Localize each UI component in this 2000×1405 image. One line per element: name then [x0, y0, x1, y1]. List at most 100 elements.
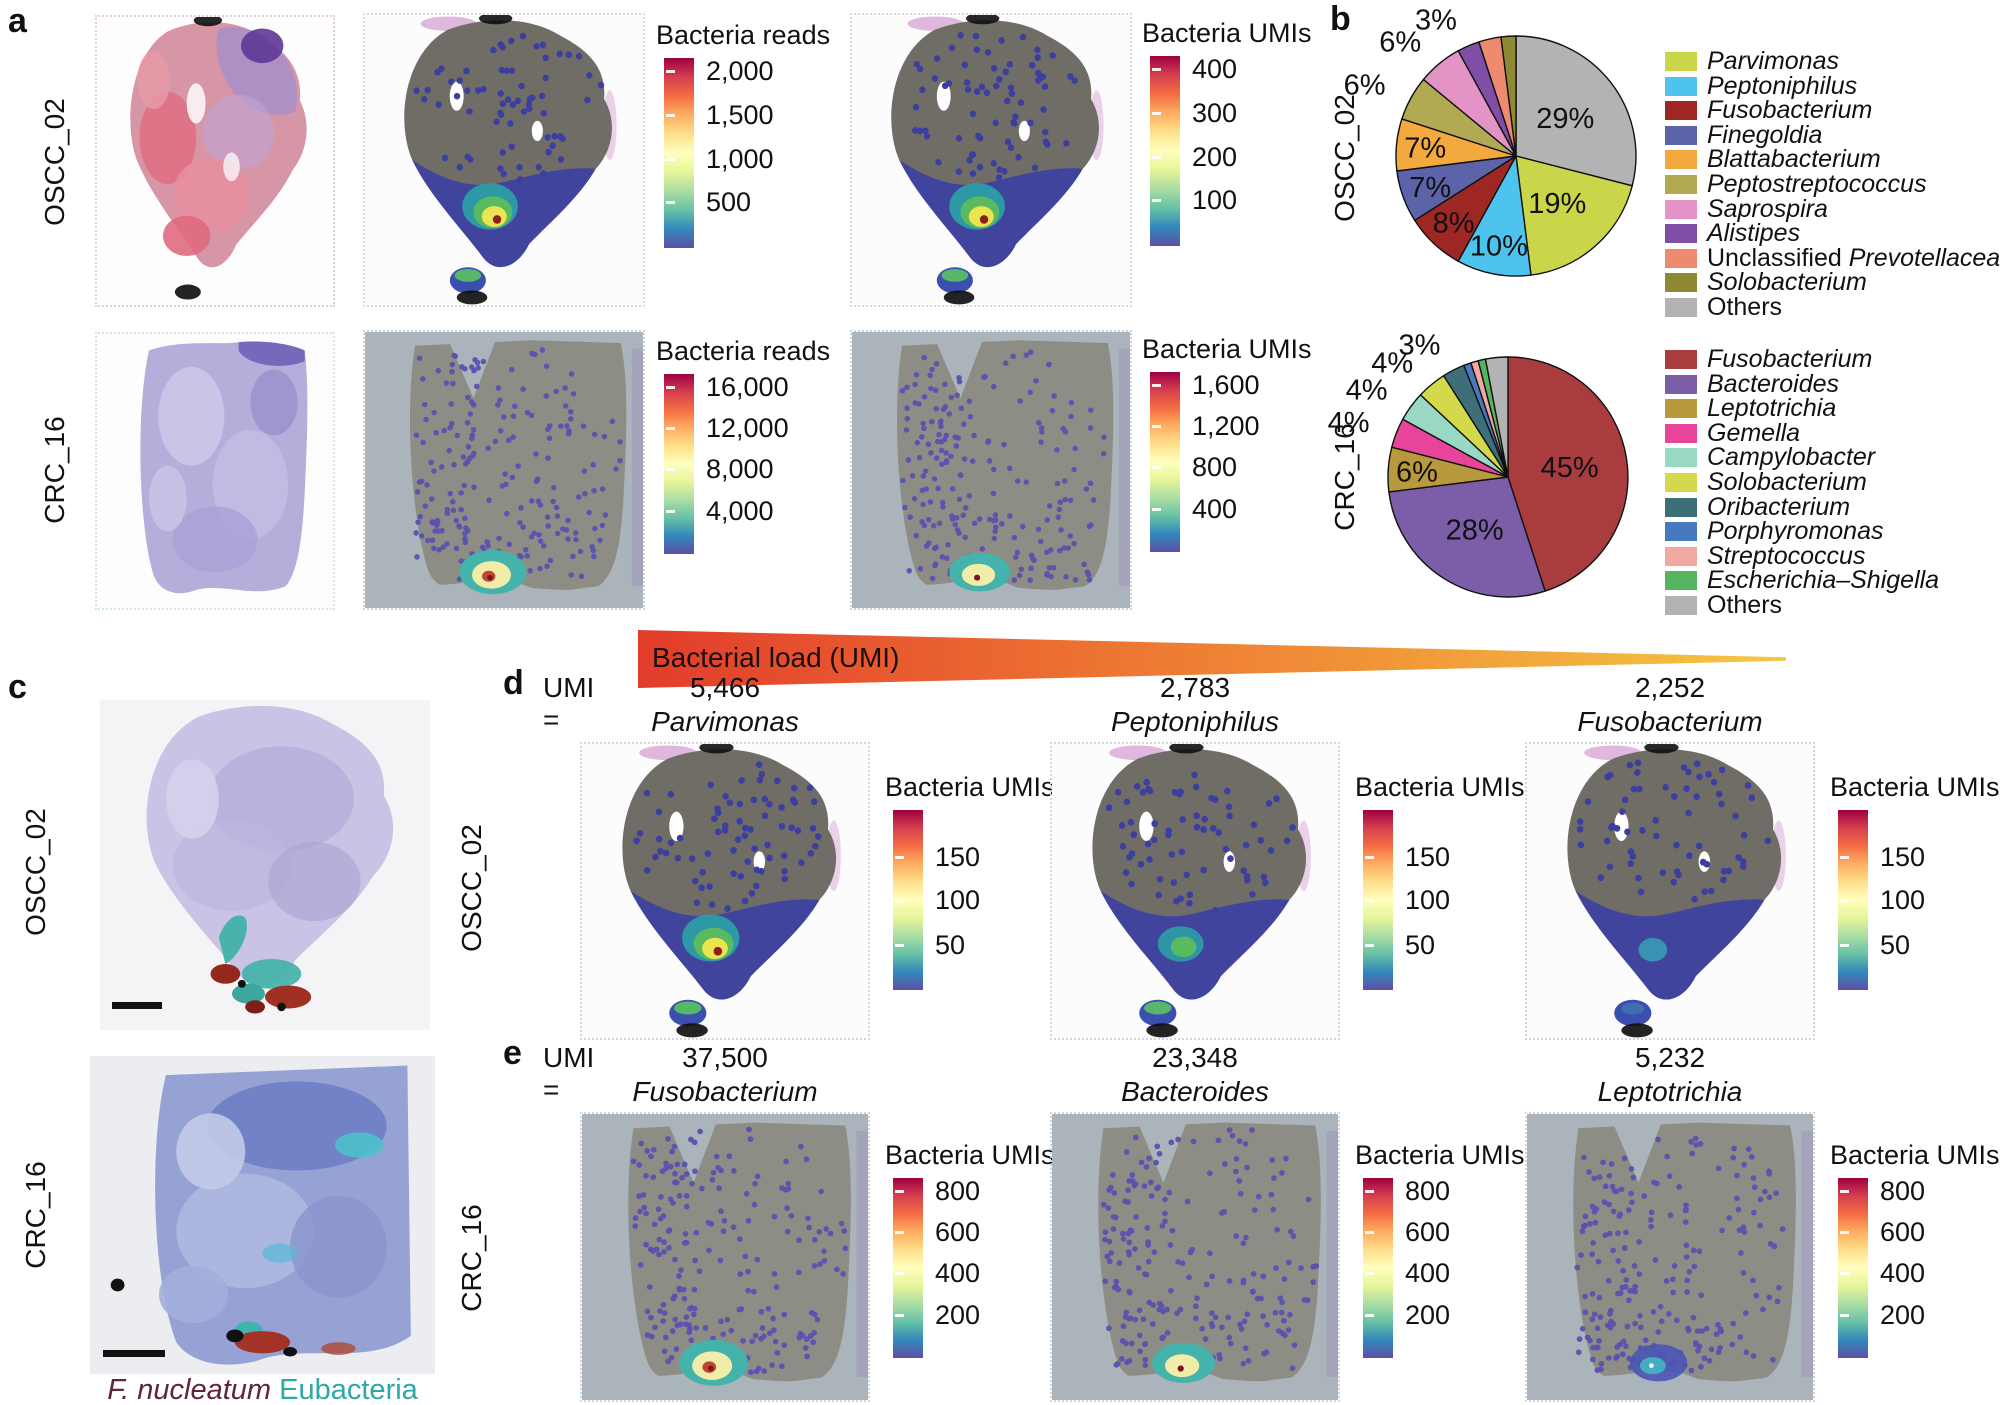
panel-d-umi-value-0: 5,466 [689, 672, 761, 703]
legend-oscc02-label-finegoldia: Finegoldia [1707, 120, 1823, 149]
panel-e-colorbar-2-bar [1838, 1178, 1868, 1358]
legend-crc16-swatch-oribacterium [1665, 497, 1697, 517]
panel-d-map-fusobacterium [1525, 742, 1815, 1040]
panel-d-colorbar-2-tickmark [1840, 855, 1849, 859]
legend-oscc02-swatch-blattabacterium [1665, 150, 1697, 170]
panel-d-taxon-1: Peptoniphilus [1110, 706, 1280, 737]
panel-e-colorbar-1-tickmark [1365, 1231, 1374, 1234]
panel-a-crc16-umis-colorbar-ticklabel: 400 [1192, 493, 1238, 524]
legend-crc16-label-porphyromonas: Porphyromonas [1707, 517, 1884, 546]
panel-c-caption-part-1: Eubacteria [271, 1374, 418, 1405]
panel-c-crc16-scalebar [103, 1350, 165, 1357]
panel-a-letter: a [8, 2, 27, 40]
legend-crc16-label-oribacterium: Oribacterium [1707, 492, 1851, 521]
legend-crc16-swatch-fusobacterium [1665, 350, 1697, 369]
panel-e-colorbar-0-tickmark [895, 1313, 904, 1317]
panel-a-crc16-reads-colorbar-bar [664, 374, 694, 554]
panel-d-map-peptoniphilus [1050, 742, 1340, 1040]
panel-e-colorbar-0-ticklabel: 400 [935, 1258, 981, 1289]
panel-d-letter: d [503, 664, 524, 702]
pie-crc16-svg: 45%28%6%4%4%4%3% [1328, 329, 1629, 598]
panel-e-colorbar-2-title: Bacteria UMIs [1830, 1140, 2000, 1170]
pie-slice-peptoniphilus [1457, 153, 1532, 277]
panel-e-taxon-2: Leptotrichia [1597, 1076, 1743, 1107]
pie-pct-label-gemella: 4% [1328, 407, 1370, 439]
panel-e-colorbar-0-title: Bacteria UMIs [885, 1140, 1055, 1170]
legend-oscc02-swatch-unclassified-prevotellaceae [1665, 248, 1697, 268]
pie-pct-label-oribacterium: 3% [1398, 329, 1440, 361]
panel-d-map-parvimonas-svg [582, 744, 868, 1038]
panel-a-crc16-reads-colorbar-tickmark [666, 385, 675, 389]
panel-b-letter: b [1330, 0, 1351, 38]
pie-crc16: 45% 28% 6% 4% 4% 4% 3% [1308, 277, 1708, 677]
pie-pct-label-solobacterium: 4% [1371, 347, 1413, 379]
legend-oscc02-label-solobacterium: Solobacterium [1707, 268, 1867, 297]
panel-e-letter: e [503, 1034, 522, 1072]
panel-a-crc16-umis-colorbar-title: Bacteria UMIs [1142, 334, 1312, 364]
panel-a-oscc02-reads-colorbar-tickmark [666, 114, 675, 117]
panel-e-colorbar-2-tickmark [1840, 1272, 1849, 1276]
panel-e-colorbar-2-ticklabel: 800 [1880, 1175, 1926, 1206]
panel-e-colorbar-2-tickmark [1840, 1313, 1849, 1317]
pie-pct-label-parvimonas: 19% [1528, 188, 1586, 220]
pie-slice-solobacterium [1500, 35, 1517, 157]
panel-a-crc16-reads-colorbar-tickmark [666, 509, 675, 513]
panel-e-taxon-1: Bacteroides [1121, 1076, 1269, 1107]
panel-a-row-label-crc16: CRC_16 [39, 416, 70, 524]
pie-pct-label-saprospira: 6% [1379, 26, 1421, 58]
panel-e-umi-value-0: 37,500 [682, 1042, 768, 1073]
panel-d-colorbar-1-ticklabel: 100 [1405, 885, 1451, 915]
panel-e-row-label-crc16: CRC_16 [456, 1204, 487, 1312]
legend-oscc02-swatch-parvimonas [1665, 52, 1697, 71]
panel-a-crc16-umis-colorbar-tickmark [1152, 466, 1161, 470]
panel-a-oscc02-umis-colorbar-ticklabel: 100 [1192, 185, 1238, 216]
panel-e-colorbar-2-tickmark [1840, 1231, 1849, 1234]
panel-d-colorbar-1-tickmark [1365, 944, 1374, 947]
panel-d-colorbar-2-tickmark [1840, 944, 1849, 947]
panel-d-umi-prefix: UMI = [543, 672, 595, 735]
panel-e-map-bacteroides [1050, 1112, 1340, 1402]
legend-oscc02-label-blattabacterium: Blattabacterium [1707, 145, 1881, 174]
panel-d-colorbar-2-ticklabel: 100 [1880, 885, 1926, 915]
panel-e-colorbar-0-ticklabel: 800 [935, 1175, 981, 1206]
legend-crc16-label-streptococcus: Streptococcus [1707, 541, 1866, 570]
pie-oscc02-svg: 29%19%10%8%7%7%6%6%3% [1344, 4, 1637, 277]
legend-crc16-swatch-solobacterium [1665, 473, 1697, 492]
legend-crc16-swatch-campylobacter [1665, 448, 1697, 468]
panel-a-oscc02-he-image-svg [97, 17, 333, 305]
panel-d-colorbar-0-tickmark [895, 899, 904, 902]
pie-pct-label-bacteroides: 28% [1446, 515, 1504, 547]
legend-crc16-label-others: Others [1707, 591, 1783, 619]
legend-oscc02-swatch-others [1665, 298, 1697, 317]
panel-e-colorbar-2-ticklabel: 200 [1880, 1299, 1926, 1330]
panel-d-colorbar-0-ticklabel: 100 [935, 885, 981, 915]
panel-a-row-label-oscc02: OSCC_02 [39, 98, 70, 226]
panel-d-colorbar-2-tickmark [1840, 899, 1849, 902]
panel-a-oscc02-umis-colorbar-title: Bacteria UMIs [1142, 18, 1312, 48]
panel-a-crc16-reads-map [363, 330, 645, 610]
panel-d-colorbar-0-tickmark [895, 855, 904, 859]
pie-pct-label-fusobacterium: 8% [1433, 208, 1475, 240]
legend-oscc02-label-parvimonas: Parvimonas [1707, 47, 1839, 75]
panel-a-oscc02-reads-colorbar-ticklabel: 500 [706, 187, 752, 218]
panel-d-colorbar-2-ticklabel: 50 [1880, 930, 1911, 960]
panel-d-colorbar-2-title: Bacteria UMIs [1830, 772, 2000, 802]
pie-pct-label-leptotrichia: 6% [1396, 456, 1438, 488]
legend-crc16-label-solobacterium: Solobacterium [1707, 468, 1867, 496]
bacterial-load-arrow-label: Bacterial load (UMI) [652, 642, 900, 673]
panel-c-crc16-fish-image-svg [90, 1056, 435, 1374]
panel-a-oscc02-reads-colorbar-title: Bacteria reads [656, 20, 831, 50]
panel-a-crc16-umis-colorbar-tickmark [1152, 425, 1161, 428]
panel-a-oscc02-reads-colorbar-ticklabel: 1,000 [706, 143, 774, 174]
pie-crc16-title: CRC_16 [1329, 423, 1360, 531]
panel-e-map-leptotrichia [1525, 1112, 1815, 1402]
panel-a-oscc02-reads-colorbar-ticklabel: 1,500 [706, 100, 774, 130]
legend-oscc02-label-fusobacterium: Fusobacterium [1707, 96, 1873, 125]
panel-c-crc16-fish-image [90, 1056, 435, 1374]
legend-crc16-swatch-porphyromonas [1665, 522, 1697, 542]
panel-a-oscc02-umis-colorbar-ticklabel: 300 [1192, 98, 1238, 128]
pie-pct-label-peptostreptococcus: 6% [1344, 69, 1386, 101]
panel-e-colorbar-0-tickmark [895, 1189, 904, 1193]
pie-pct-label-others: 29% [1536, 103, 1594, 135]
panel-d-colorbar-0-title: Bacteria UMIs [885, 772, 1055, 802]
